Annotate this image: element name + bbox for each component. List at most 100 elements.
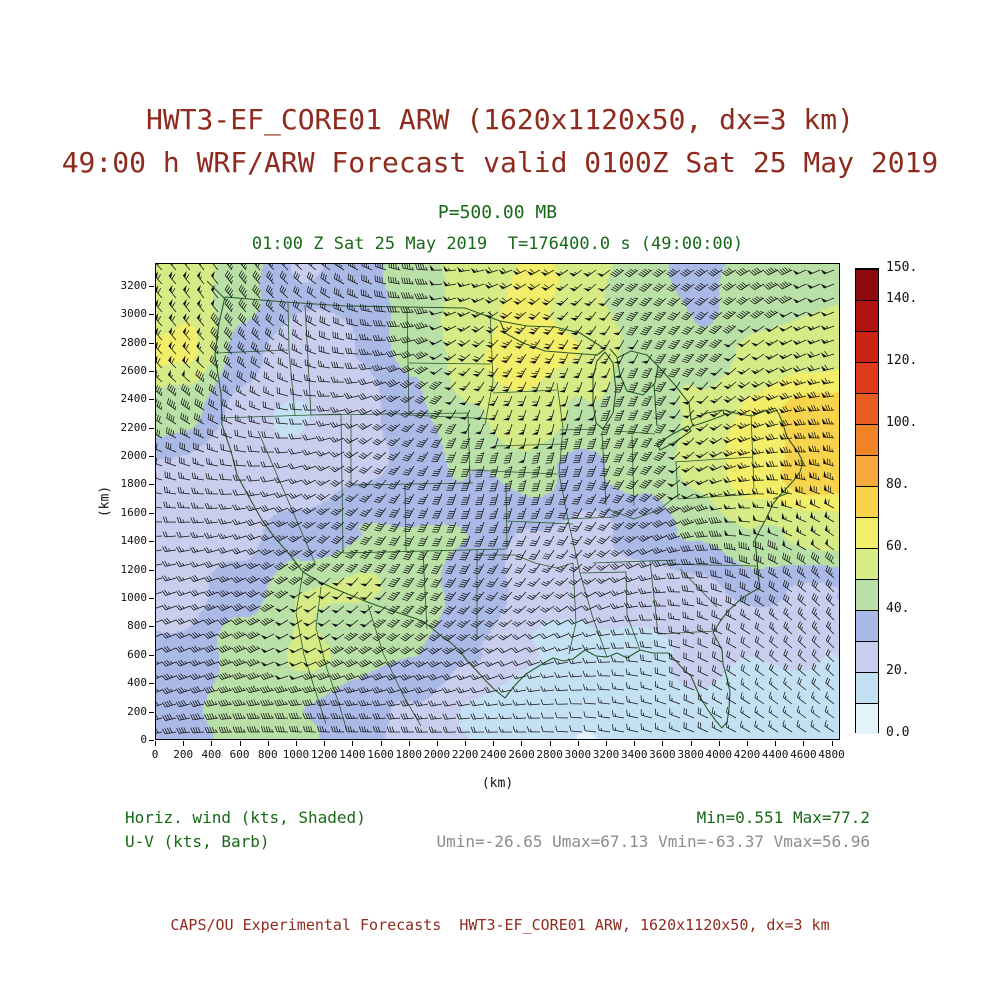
y-tick-label: 2400 xyxy=(120,392,148,406)
wind-speed-shading xyxy=(155,263,840,740)
coastline-and-lakes xyxy=(206,280,804,729)
wind-barbs xyxy=(155,263,835,735)
x-tick-label: 3600 xyxy=(649,748,676,761)
y-tick-mark xyxy=(149,484,154,486)
colorbar-tick-label: 80. xyxy=(886,477,910,492)
y-tick-mark xyxy=(149,711,154,713)
x-tick-label: 800 xyxy=(257,748,278,761)
y-tick-mark xyxy=(149,456,154,458)
y-tick-label: 800 xyxy=(127,619,147,633)
pressure-level-label: P=500.00 MB xyxy=(437,202,558,223)
x-tick-label: 1400 xyxy=(339,748,366,761)
y-tick-mark xyxy=(149,683,154,685)
y-tick-label: 1800 xyxy=(120,477,148,491)
colorbar-segment xyxy=(856,610,878,641)
x-tick-mark xyxy=(831,741,833,746)
colorbar xyxy=(855,268,879,734)
x-tick-mark xyxy=(380,741,382,746)
y-tick-mark xyxy=(149,370,154,372)
colorbar-segment xyxy=(856,641,878,672)
y-tick-label: 2000 xyxy=(120,449,148,463)
colorbar-segment xyxy=(856,486,878,517)
x-tick-mark xyxy=(634,741,636,746)
colorbar-segment xyxy=(856,548,878,579)
figure-title-line2: 49:00 h WRF/ARW Forecast valid 0100Z Sat… xyxy=(61,146,939,179)
x-tick-label: 0 xyxy=(151,748,159,761)
y-tick-label: 3200 xyxy=(120,278,148,292)
x-tick-label: 4600 xyxy=(790,748,817,761)
x-tick-mark xyxy=(465,741,467,746)
y-tick-mark xyxy=(149,598,154,600)
y-tick-mark xyxy=(149,512,154,514)
x-tick-mark xyxy=(436,741,438,746)
colorbar-tick-label: 140. xyxy=(886,291,918,306)
x-tick-label: 2800 xyxy=(536,748,563,761)
x-tick-label: 3400 xyxy=(620,748,648,761)
x-tick-mark xyxy=(775,741,777,746)
x-tick-mark xyxy=(606,741,608,746)
y-tick-label: 200 xyxy=(127,704,147,718)
y-tick-label: 600 xyxy=(127,647,147,661)
colorbar-segment xyxy=(856,331,878,362)
x-tick-mark xyxy=(549,741,551,746)
x-tick-mark xyxy=(408,741,410,746)
colorbar-segment xyxy=(856,393,878,424)
valid-time-label: 01:00 Z Sat 25 May 2019 T=176400.0 s (49… xyxy=(251,234,744,254)
x-tick-label: 400 xyxy=(201,748,222,761)
x-tick-label: 1800 xyxy=(395,748,422,761)
x-tick-label: 3800 xyxy=(677,748,704,761)
x-tick-mark xyxy=(493,741,495,746)
colorbar-segment xyxy=(856,362,878,393)
colorbar-segment xyxy=(856,300,878,331)
y-tick-label: 2600 xyxy=(120,363,148,377)
y-tick-mark xyxy=(149,654,154,656)
colorbar-segment xyxy=(856,703,878,734)
colorbar-segment xyxy=(856,455,878,486)
x-tick-mark xyxy=(746,741,748,746)
y-tick-label: 1400 xyxy=(120,534,148,548)
state-boundaries xyxy=(216,302,758,732)
y-tick-mark xyxy=(149,569,154,571)
x-tick-label: 1200 xyxy=(310,748,338,761)
x-tick-label: 200 xyxy=(173,748,194,761)
y-tick-mark xyxy=(149,626,154,628)
y-tick-mark xyxy=(149,740,154,741)
x-tick-mark xyxy=(662,741,664,746)
x-tick-label: 3200 xyxy=(592,748,620,761)
x-tick-mark xyxy=(718,741,720,746)
colorbar-segment xyxy=(856,672,878,703)
colorbar-segment xyxy=(856,424,878,455)
colorbar-segment xyxy=(856,579,878,610)
colorbar-tick-label: 60. xyxy=(886,539,910,554)
x-tick-label: 2200 xyxy=(451,748,479,761)
colorbar-tick-label: 150. xyxy=(886,260,918,275)
x-tick-label: 4200 xyxy=(733,748,761,761)
y-tick-mark xyxy=(149,342,154,344)
y-tick-label: 1200 xyxy=(120,562,148,576)
legend-minmax: Min=0.551 Max=77.2 xyxy=(696,808,870,827)
y-tick-label: 0 xyxy=(140,733,147,746)
x-tick-mark xyxy=(295,741,297,746)
x-tick-label: 2400 xyxy=(480,748,507,761)
legend-uv-minmax: Umin=-26.65 Umax=67.13 Vmin=-63.37 Vmax=… xyxy=(436,832,870,851)
colorbar-tick-label: 20. xyxy=(886,663,910,678)
legend-field-label: Horiz. wind (kts, Shaded) xyxy=(125,808,366,827)
y-tick-label: 2800 xyxy=(120,335,148,349)
y-tick-mark xyxy=(149,541,154,543)
x-tick-mark xyxy=(183,741,185,746)
x-tick-mark xyxy=(352,741,354,746)
colorbar-tick-label: 0.0 xyxy=(886,725,910,740)
x-tick-label: 2000 xyxy=(423,748,451,761)
x-tick-label: 600 xyxy=(229,748,250,761)
x-axis-title: (km) xyxy=(481,776,514,791)
colorbar-segment xyxy=(856,269,878,300)
x-tick-label: 1600 xyxy=(367,748,394,761)
x-tick-mark xyxy=(690,741,692,746)
x-tick-mark xyxy=(239,741,241,746)
x-tick-mark xyxy=(155,741,156,746)
x-tick-label: 1000 xyxy=(282,748,310,761)
x-tick-mark xyxy=(324,741,326,746)
figure-title-line1: HWT3-EF_CORE01 ARW (1620x1120x50, dx=3 k… xyxy=(145,103,854,136)
x-tick-mark xyxy=(521,741,523,746)
